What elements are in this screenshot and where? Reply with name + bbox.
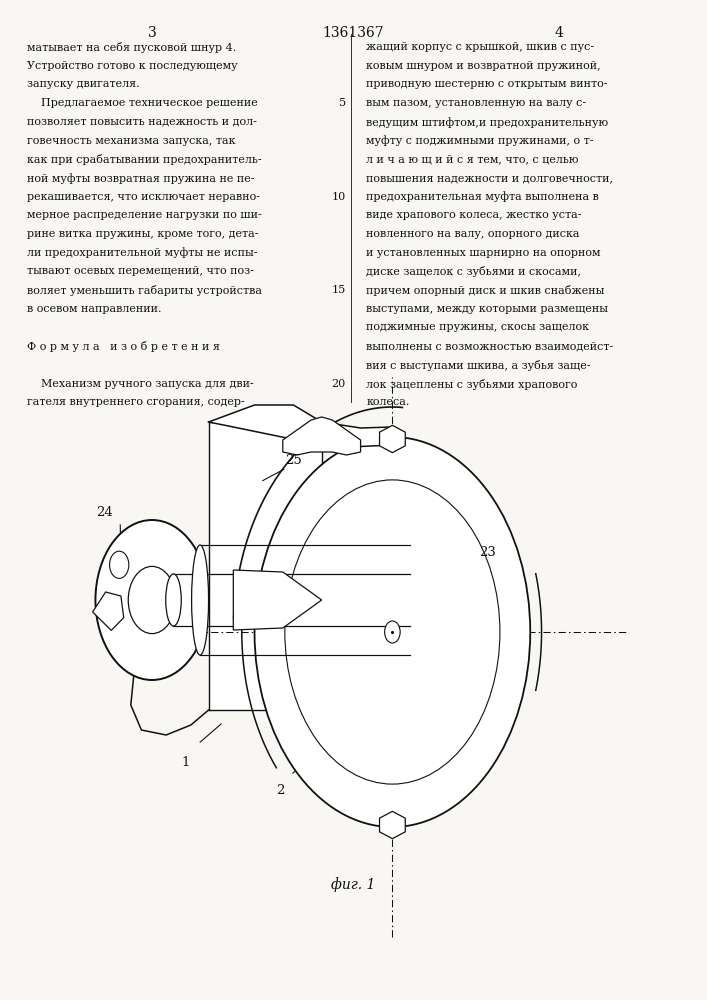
Polygon shape xyxy=(380,425,405,453)
Circle shape xyxy=(95,520,209,680)
Text: вия с выступами шкива, а зубья заще-: вия с выступами шкива, а зубья заще- xyxy=(366,360,591,371)
Text: ведущим штифтом,и предохранительную: ведущим штифтом,и предохранительную xyxy=(366,117,608,128)
Text: ли предохранительной муфты не испы-: ли предохранительной муфты не испы- xyxy=(27,248,257,258)
Circle shape xyxy=(385,621,400,643)
Circle shape xyxy=(255,437,530,827)
Text: муфту с поджимными пружинами, о т-: муфту с поджимными пружинами, о т- xyxy=(366,136,594,146)
Polygon shape xyxy=(283,417,361,455)
Circle shape xyxy=(110,551,129,578)
Text: 1: 1 xyxy=(181,756,189,768)
Text: повышения надежности и долговечности,: повышения надежности и долговечности, xyxy=(366,173,613,183)
Text: предохранительная муфта выполнена в: предохранительная муфта выполнена в xyxy=(366,192,599,202)
Text: в осевом направлении.: в осевом направлении. xyxy=(27,304,161,314)
Text: вым пазом, установленную на валу с-: вым пазом, установленную на валу с- xyxy=(366,98,586,108)
Text: приводную шестерню с открытым винто-: приводную шестерню с открытым винто- xyxy=(366,79,608,89)
Text: запуску двигателя.: запуску двигателя. xyxy=(27,79,139,89)
Text: новленного на валу, опорного диска: новленного на валу, опорного диска xyxy=(366,229,580,239)
Text: 24: 24 xyxy=(96,506,113,518)
Text: гателя внутреннего сгорания, содер-: гателя внутреннего сгорания, содер- xyxy=(27,397,245,407)
Text: воляет уменьшить габариты устройства: воляет уменьшить габариты устройства xyxy=(27,285,262,296)
Text: матывает на себя пусковой шнур 4.: матывает на себя пусковой шнур 4. xyxy=(27,42,236,53)
Text: Ф о р м у л а   и з о б р е т е н и я: Ф о р м у л а и з о б р е т е н и я xyxy=(27,341,220,352)
Text: 4: 4 xyxy=(554,26,563,40)
Ellipse shape xyxy=(165,574,181,626)
Text: колеса.: колеса. xyxy=(366,397,409,407)
Text: выполнены с возможностью взаимодейст-: выполнены с возможностью взаимодейст- xyxy=(366,341,614,351)
Text: тывают осевых перемещений, что поз-: тывают осевых перемещений, что поз- xyxy=(27,266,254,276)
Text: лок зацеплены с зубьями храпового: лок зацеплены с зубьями храпового xyxy=(366,379,578,390)
Text: 10: 10 xyxy=(332,192,346,202)
Text: 15: 15 xyxy=(332,285,346,295)
Text: 5: 5 xyxy=(339,98,346,108)
Text: диске защелок с зубьями и скосами,: диске защелок с зубьями и скосами, xyxy=(366,266,581,277)
Text: говечность механизма запуска, так: говечность механизма запуска, так xyxy=(27,136,235,146)
Text: ной муфты возвратная пружина не пе-: ной муфты возвратная пружина не пе- xyxy=(27,173,255,184)
Text: 20: 20 xyxy=(332,379,346,389)
Text: ковым шнуром и возвратной пружиной,: ковым шнуром и возвратной пружиной, xyxy=(366,61,601,71)
Text: л и ч а ю щ и й с я тем, что, с целью: л и ч а ю щ и й с я тем, что, с целью xyxy=(366,154,579,164)
Text: 25: 25 xyxy=(285,454,302,466)
Ellipse shape xyxy=(192,545,209,655)
Polygon shape xyxy=(380,811,405,839)
Text: позволяет повысить надежность и дол-: позволяет повысить надежность и дол- xyxy=(27,117,257,127)
Text: 3: 3 xyxy=(148,26,156,40)
Text: и установленных шарнирно на опорном: и установленных шарнирно на опорном xyxy=(366,248,601,258)
Circle shape xyxy=(285,480,500,784)
Polygon shape xyxy=(209,405,392,447)
Polygon shape xyxy=(233,570,322,630)
Text: 1361367: 1361367 xyxy=(322,26,385,40)
Text: причем опорный диск и шкив снабжены: причем опорный диск и шкив снабжены xyxy=(366,285,604,296)
Text: выступами, между которыми размещены: выступами, между которыми размещены xyxy=(366,304,608,314)
Text: рине витка пружины, кроме того, дета-: рине витка пружины, кроме того, дета- xyxy=(27,229,258,239)
Text: жащий корпус с крышкой, шкив с пус-: жащий корпус с крышкой, шкив с пус- xyxy=(366,42,595,52)
Text: мерное распределение нагрузки по ши-: мерное распределение нагрузки по ши- xyxy=(27,210,262,220)
Text: 23: 23 xyxy=(479,546,496,558)
Text: Предлагаемое техническое решение: Предлагаемое техническое решение xyxy=(27,98,257,108)
Text: фиг. 1: фиг. 1 xyxy=(332,878,375,892)
Text: поджимные пружины, скосы защелок: поджимные пружины, скосы защелок xyxy=(366,322,589,332)
Text: рекашивается, что исключает неравно-: рекашивается, что исключает неравно- xyxy=(27,192,260,202)
Polygon shape xyxy=(93,592,124,630)
Text: 2: 2 xyxy=(276,784,284,796)
Polygon shape xyxy=(209,422,322,710)
Text: Устройство готово к последующему: Устройство готово к последующему xyxy=(27,61,238,71)
Text: Механизм ручного запуска для дви-: Механизм ручного запуска для дви- xyxy=(27,379,254,389)
Text: виде храпового колеса, жестко уста-: виде храпового колеса, жестко уста- xyxy=(366,210,582,220)
Circle shape xyxy=(128,566,176,634)
Text: как при срабатывании предохранитель-: как при срабатывании предохранитель- xyxy=(27,154,262,165)
